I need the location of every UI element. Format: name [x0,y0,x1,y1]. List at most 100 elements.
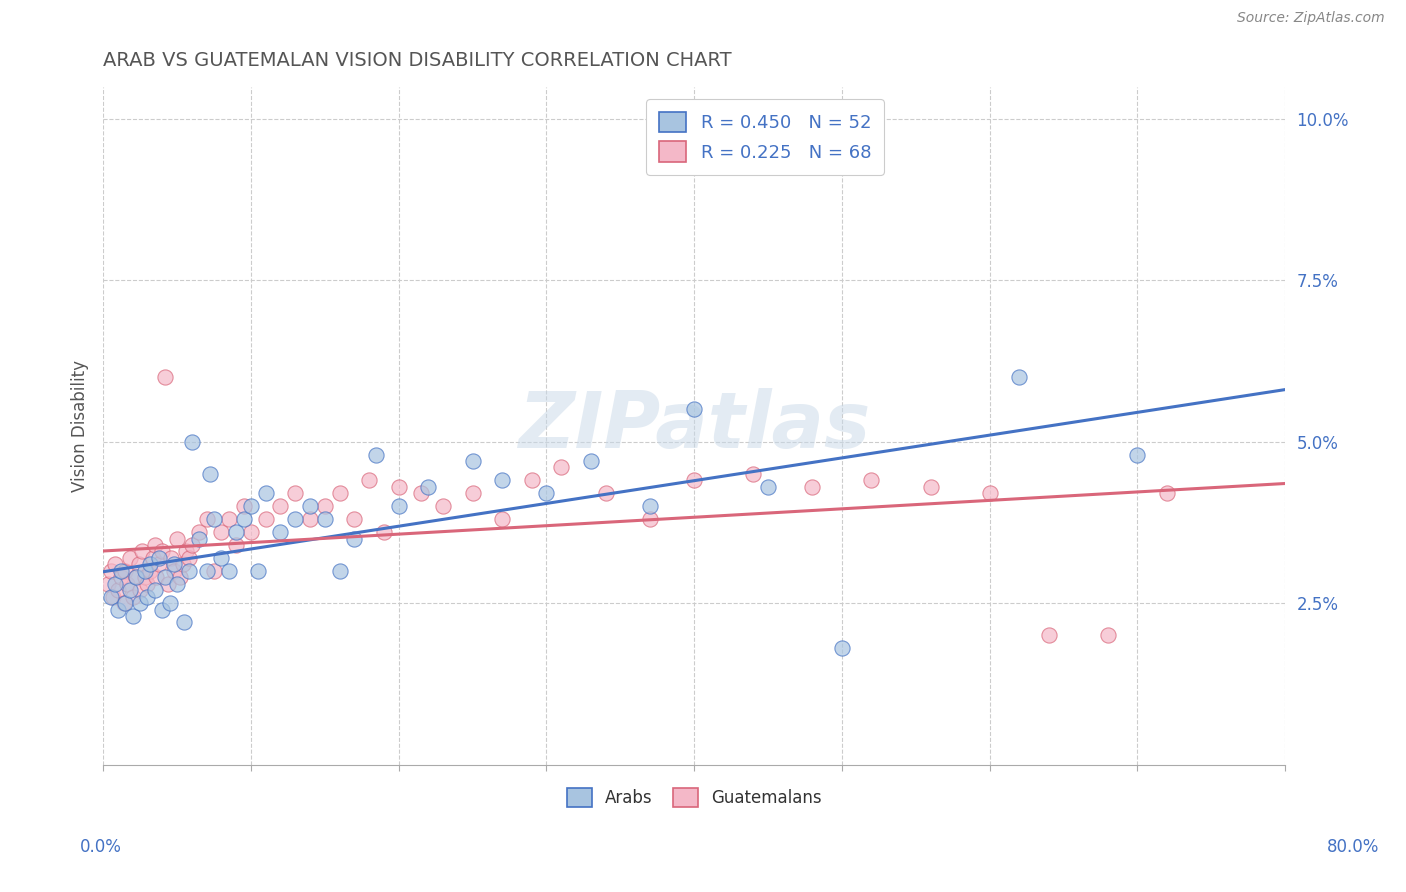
Point [343,512,366,526]
Point [801,480,824,494]
Point [638,512,661,526]
Point [160,550,183,565]
Point [148,558,170,572]
Point [742,467,765,481]
Point [118,583,141,598]
Point [1038,628,1060,642]
Point [683,474,706,488]
Text: 0.0%: 0.0% [80,838,122,855]
Point [202,564,225,578]
Point [198,467,221,481]
Point [314,500,336,514]
Point [218,564,240,578]
Text: ARAB VS GUATEMALAN VISION DISABILITY CORRELATION CHART: ARAB VS GUATEMALAN VISION DISABILITY COR… [103,51,731,70]
Point [124,570,146,584]
Point [177,550,200,565]
Point [314,512,336,526]
Point [131,544,153,558]
Point [388,500,411,514]
Point [163,558,186,572]
Point [239,500,262,514]
Point [159,596,181,610]
Point [115,576,138,591]
Point [153,370,176,384]
Point [139,564,162,578]
Point [195,564,218,578]
Point [218,512,240,526]
Point [202,512,225,526]
Point [114,596,136,610]
Point [298,500,321,514]
Point [195,512,218,526]
Point [1008,370,1031,384]
Point [97,576,120,591]
Point [150,602,173,616]
Point [166,576,188,591]
Point [232,512,254,526]
Point [173,615,195,630]
Point [166,532,188,546]
Point [232,500,254,514]
Point [107,602,129,616]
Point [491,474,513,488]
Point [595,486,617,500]
Point [188,532,211,546]
Point [225,524,247,539]
Point [104,576,127,591]
Point [579,454,602,468]
Point [100,590,122,604]
Point [129,583,152,598]
Point [209,524,232,539]
Point [328,486,350,500]
Point [343,532,366,546]
Point [107,583,129,598]
Point [373,524,395,539]
Point [129,596,152,610]
Text: Source: ZipAtlas.com: Source: ZipAtlas.com [1237,12,1385,25]
Point [136,590,159,604]
Point [153,570,176,584]
Point [225,538,247,552]
Point [269,524,291,539]
Text: 80.0%: 80.0% [1326,838,1379,855]
Point [169,570,191,584]
Point [139,558,162,572]
Point [143,538,166,552]
Point [124,570,146,584]
Point [188,524,211,539]
Point [121,590,143,604]
Point [979,486,1001,500]
Point [920,480,942,494]
Point [254,486,277,500]
Point [157,576,180,591]
Point [269,500,291,514]
Point [142,550,165,565]
Point [409,486,432,500]
Point [683,402,706,417]
Point [118,550,141,565]
Point [100,564,122,578]
Point [461,486,484,500]
Point [143,583,166,598]
Point [112,596,135,610]
Point [150,544,173,558]
Point [284,486,307,500]
Point [284,512,307,526]
Point [148,550,170,565]
Point [110,564,132,578]
Point [145,570,167,584]
Point [110,570,132,584]
Point [209,550,232,565]
Point [328,564,350,578]
Point [520,474,543,488]
Point [103,590,125,604]
Point [172,558,194,572]
Point [134,570,156,584]
Point [180,434,202,449]
Point [239,524,262,539]
Point [254,512,277,526]
Point [756,480,779,494]
Point [831,641,853,656]
Point [247,564,270,578]
Point [418,480,440,494]
